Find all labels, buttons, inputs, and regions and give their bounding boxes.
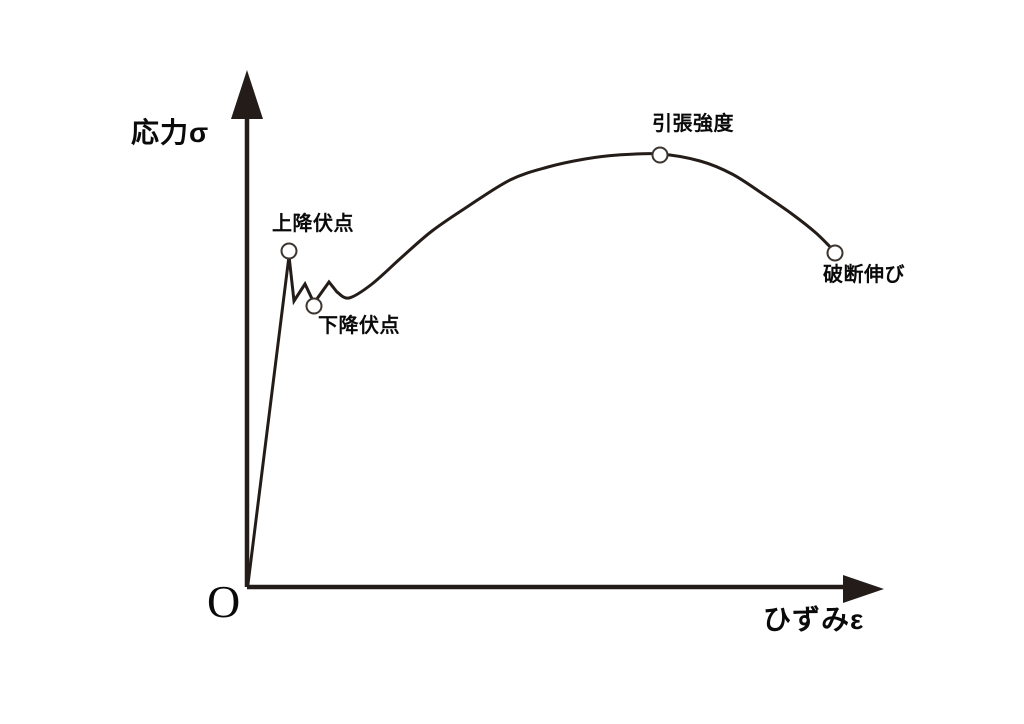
y-axis-label: 応力σ [131, 117, 210, 148]
lower-yield-marker [305, 297, 323, 315]
y-axis-arrowhead-icon [231, 70, 263, 119]
lower-yield-point-label: 下降伏点 [318, 315, 400, 337]
upper-yield-point-label: 上降伏点 [272, 213, 354, 235]
fracture-elongation-label: 破断伸び [823, 264, 905, 286]
x-axis-arrowhead-icon [843, 575, 884, 603]
tensile-strength-label: 引張強度 [652, 113, 734, 135]
origin-label: O [207, 576, 241, 627]
fracture-marker [826, 244, 844, 262]
tensile-strength-marker [651, 146, 669, 164]
stress-strain-curve [246, 152, 837, 586]
upper-yield-marker [280, 242, 298, 260]
x-axis-label: ひずみε [763, 604, 865, 635]
